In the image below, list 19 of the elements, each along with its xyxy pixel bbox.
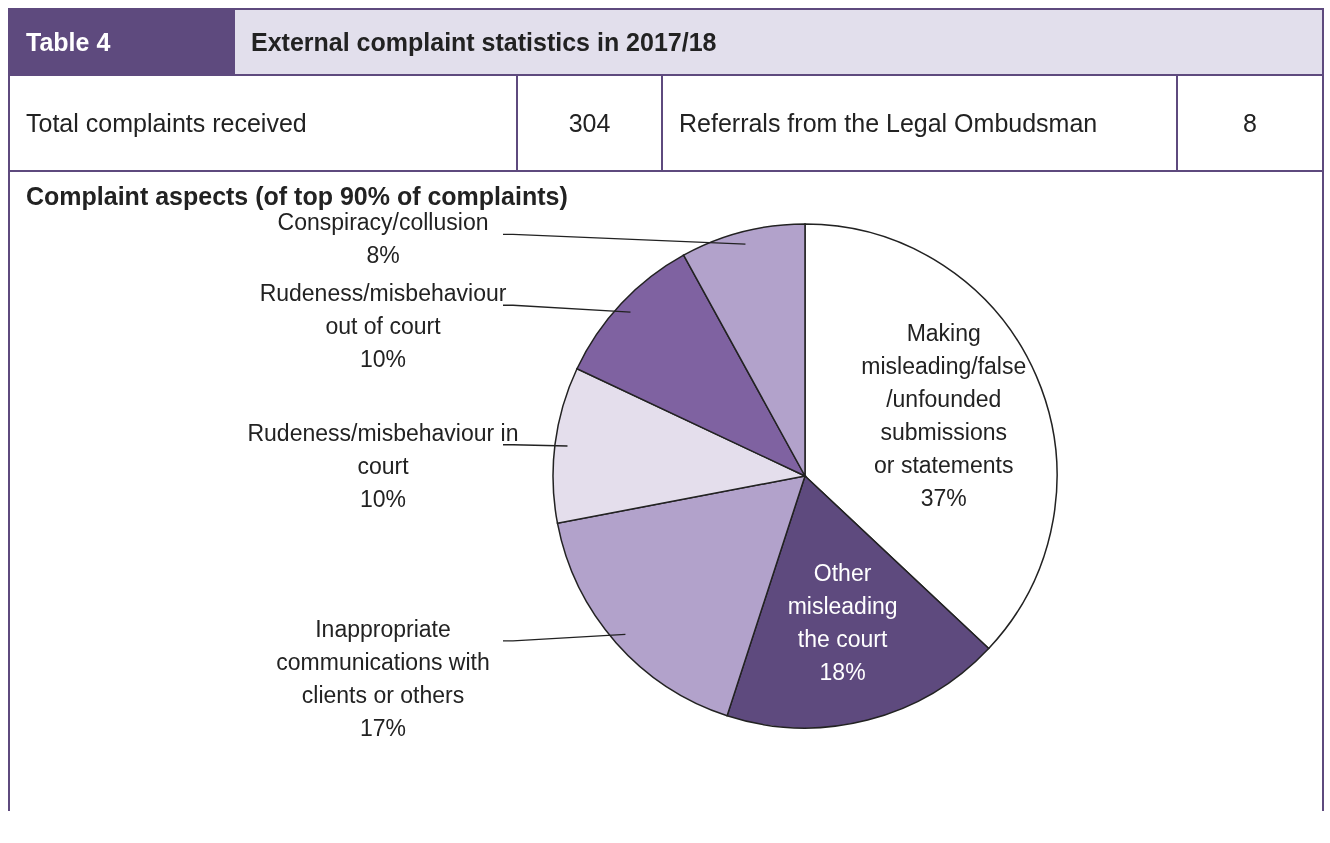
text: Referrals from the Legal Ombudsman — [662, 75, 1177, 171]
slice-label: Rudeness/misbehaviour in court — [247, 419, 519, 479]
slice-label: Inappropriate communications with clients or others — [276, 615, 490, 708]
chart-title: Complaint aspects (of top 90% of complaints) — [26, 182, 569, 211]
text: 8 — [1177, 75, 1324, 171]
data-label: 10% — [359, 346, 407, 373]
caption: Table 4 — [9, 9, 234, 75]
slice-label: Other misleading the court — [787, 559, 898, 652]
slice-label: Rudeness/misbehaviour out of court — [259, 280, 507, 340]
text: External complaint statistics in 2017/18 — [234, 9, 1324, 75]
data-label: 10% — [359, 485, 407, 512]
data-label: 18% — [819, 658, 866, 685]
text: 304 — [517, 75, 662, 171]
data-label: 17% — [359, 714, 407, 741]
slice-label: Conspiracy/collusion — [277, 209, 489, 236]
data-label: 8% — [366, 242, 400, 269]
slice-label: Making misleading/false /unfounded submissions or statements — [861, 320, 1027, 479]
text: Total complaints received — [9, 75, 517, 171]
data-label: 37% — [920, 485, 967, 512]
